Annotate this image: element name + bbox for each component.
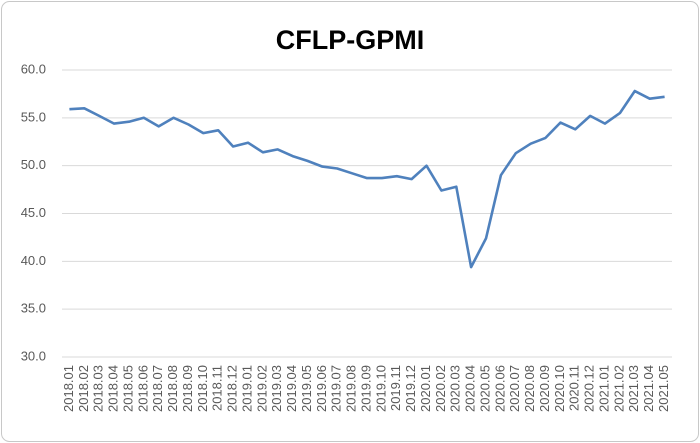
x-tick-label: 2018.02 bbox=[76, 365, 91, 412]
x-tick-label: 2019.03 bbox=[269, 365, 284, 412]
x-tick-label: 2021.05 bbox=[656, 365, 671, 412]
x-tick-label: 2019.10 bbox=[373, 365, 388, 412]
x-tick-label: 2020.01 bbox=[418, 365, 433, 412]
x-tick-label: 2019.04 bbox=[284, 365, 299, 412]
x-tick-label: 2020.06 bbox=[492, 365, 507, 412]
x-tick-label: 2018.12 bbox=[225, 365, 240, 412]
x-tick-label: 2019.11 bbox=[388, 365, 403, 411]
x-tick-label: 2020.02 bbox=[433, 365, 448, 412]
x-tick-label: 2019.01 bbox=[239, 365, 254, 412]
x-tick-label: 2021.02 bbox=[611, 365, 626, 412]
x-tick-label: 2020.05 bbox=[477, 365, 492, 412]
x-tick-label: 2018.09 bbox=[180, 365, 195, 412]
x-tick-label: 2018.08 bbox=[165, 365, 180, 412]
data-line bbox=[69, 89, 665, 269]
x-tick-label: 2018.06 bbox=[135, 365, 150, 412]
y-tick-label: 40.0 bbox=[21, 253, 46, 268]
x-tick-label: 2019.02 bbox=[254, 365, 269, 412]
y-tick-label: 30.0 bbox=[21, 348, 46, 363]
x-tick-label: 2021.03 bbox=[626, 365, 641, 412]
x-tick-label: 2019.07 bbox=[329, 365, 344, 412]
x-tick-label: 2020.07 bbox=[507, 365, 522, 412]
x-tick-label: 2020.11 bbox=[567, 365, 582, 411]
y-tick-label: 35.0 bbox=[21, 301, 46, 316]
x-tick-label: 2020.09 bbox=[537, 365, 552, 412]
x-tick-label: 2018.03 bbox=[91, 365, 106, 412]
x-tick-label: 2020.04 bbox=[463, 365, 478, 412]
x-tick-label: 2020.10 bbox=[552, 365, 567, 412]
y-tick-label: 50.0 bbox=[21, 157, 46, 172]
x-tick-label: 2019.05 bbox=[299, 365, 314, 412]
x-tick-label: 2019.12 bbox=[403, 365, 418, 412]
y-tick-label: 55.0 bbox=[21, 109, 46, 124]
x-tick-label: 2018.01 bbox=[61, 365, 76, 412]
x-tick-label: 2018.07 bbox=[150, 365, 165, 412]
x-tick-label: 2019.09 bbox=[358, 365, 373, 412]
x-tick-label: 2020.12 bbox=[582, 365, 597, 412]
x-tick-label: 2021.04 bbox=[641, 365, 656, 412]
y-tick-label: 45.0 bbox=[21, 205, 46, 220]
y-tick-label: 60.0 bbox=[21, 61, 46, 76]
x-tick-label: 2018.10 bbox=[195, 365, 210, 412]
x-tick-label: 2019.08 bbox=[344, 365, 359, 412]
x-tick-label: 2018.11 bbox=[210, 365, 225, 411]
x-tick-label: 2019.06 bbox=[314, 365, 329, 412]
x-tick-label: 2020.03 bbox=[448, 365, 463, 412]
x-tick-label: 2018.04 bbox=[106, 365, 121, 412]
chart-title: CFLP-GPMI bbox=[276, 25, 425, 55]
x-tick-label: 2018.05 bbox=[120, 365, 135, 412]
x-tick-label: 2021.01 bbox=[596, 365, 611, 412]
x-tick-label: 2020.08 bbox=[522, 365, 537, 412]
